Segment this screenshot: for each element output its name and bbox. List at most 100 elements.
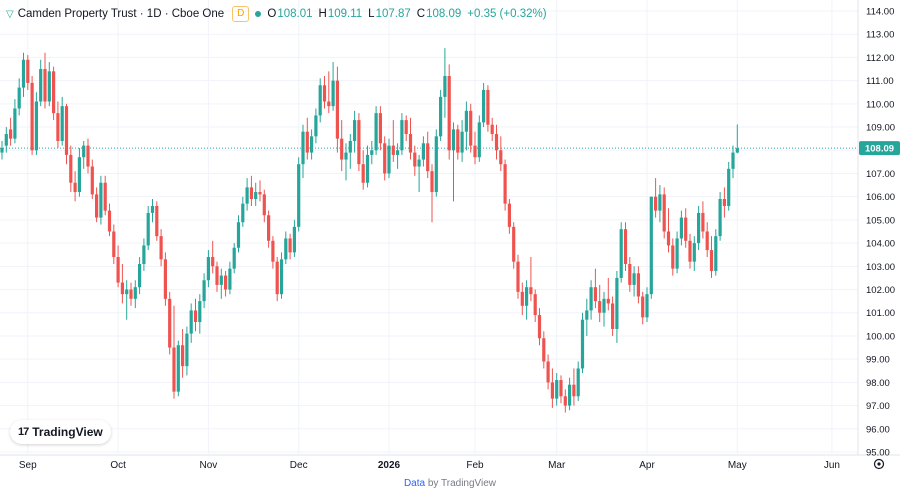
close-value: 108.09 bbox=[426, 8, 462, 20]
candle-body bbox=[82, 145, 86, 158]
candle-body bbox=[434, 136, 438, 193]
data-link[interactable]: Data bbox=[403, 478, 426, 489]
candle-body bbox=[288, 238, 292, 253]
candle-body bbox=[189, 310, 193, 334]
candle-body bbox=[69, 154, 73, 183]
candle-body bbox=[26, 59, 30, 83]
candle-body bbox=[305, 131, 309, 153]
candle-body bbox=[361, 164, 365, 183]
candle-body bbox=[735, 148, 739, 153]
candle-body bbox=[697, 212, 701, 244]
y-tick-label: 109.00 bbox=[866, 123, 895, 134]
candle-body bbox=[439, 96, 443, 137]
candle-body bbox=[636, 273, 640, 297]
candle-body bbox=[628, 263, 632, 285]
candle-body bbox=[585, 310, 589, 320]
candle-body bbox=[533, 294, 537, 316]
candle-body bbox=[107, 210, 112, 232]
candle-body bbox=[219, 275, 223, 285]
candle-body bbox=[146, 212, 150, 246]
change-value: +0.35 (+0.32%) bbox=[467, 8, 547, 20]
candle-body bbox=[245, 187, 249, 204]
gear-icon-hub bbox=[877, 462, 881, 466]
candle-body bbox=[193, 310, 198, 323]
y-tick-label: 104.00 bbox=[866, 239, 895, 250]
candle-body bbox=[73, 182, 77, 193]
gear-icon[interactable] bbox=[873, 458, 885, 470]
candle-body bbox=[692, 243, 696, 262]
candle-layer bbox=[0, 48, 739, 413]
candle-body bbox=[129, 289, 133, 299]
candle-body bbox=[47, 71, 51, 102]
grid-layer bbox=[0, 0, 900, 456]
status-dot bbox=[255, 11, 262, 17]
candle-body bbox=[460, 131, 464, 153]
candle-body bbox=[598, 301, 602, 313]
candle-body bbox=[404, 120, 408, 135]
open-label: O bbox=[267, 8, 277, 20]
candle-body bbox=[138, 263, 142, 288]
close-label: C bbox=[416, 8, 426, 20]
candle-body bbox=[684, 217, 688, 241]
y-tick-label: 105.00 bbox=[866, 215, 895, 226]
candle-body bbox=[391, 145, 395, 155]
candle-body bbox=[430, 171, 434, 193]
candle-body bbox=[258, 192, 262, 195]
tradingview-logo[interactable]: 17 TradingView bbox=[10, 420, 111, 444]
candle-body bbox=[525, 287, 529, 306]
candle-body bbox=[60, 106, 64, 141]
candle-body bbox=[611, 303, 615, 329]
candle-body bbox=[211, 257, 215, 267]
candle-body bbox=[520, 291, 524, 306]
candle-body bbox=[576, 368, 580, 397]
candle-body bbox=[443, 75, 447, 97]
candle-body bbox=[340, 138, 344, 160]
candle-body bbox=[275, 261, 279, 295]
high-value: 109.11 bbox=[327, 8, 363, 20]
candle-body bbox=[9, 129, 13, 139]
candle-body bbox=[718, 199, 722, 237]
candle-body bbox=[335, 80, 339, 139]
candle-body bbox=[632, 273, 636, 285]
candle-body bbox=[473, 145, 477, 158]
y-tick-label: 96.00 bbox=[866, 424, 890, 435]
x-tick-label: Mar bbox=[548, 460, 566, 471]
candle-body bbox=[658, 194, 662, 211]
chevron-down-icon[interactable]: ▽ bbox=[6, 8, 14, 20]
candle-body bbox=[168, 298, 172, 348]
candle-body bbox=[641, 296, 645, 318]
candle-body bbox=[292, 226, 296, 253]
candle-body bbox=[714, 236, 718, 271]
y-tick-label: 100.00 bbox=[866, 331, 895, 342]
footer-by: by TradingView bbox=[427, 478, 497, 489]
price-axis[interactable]: 114.00 113.00 112.00 111.00 110.00 109.00 108.… bbox=[859, 7, 900, 459]
gear-icon-ring bbox=[873, 458, 885, 470]
candle-body bbox=[52, 71, 56, 114]
candle-body bbox=[185, 333, 189, 367]
candle-body bbox=[421, 143, 425, 160]
x-tick-label: May bbox=[728, 460, 747, 471]
candle-body bbox=[701, 212, 705, 232]
candle-body bbox=[327, 101, 331, 107]
x-tick-label: Sep bbox=[19, 460, 37, 471]
candle-body bbox=[537, 315, 542, 339]
candle-body bbox=[365, 154, 370, 183]
delayed-badge[interactable]: D bbox=[232, 6, 250, 22]
y-tick-label: 97.00 bbox=[866, 401, 890, 412]
y-tick-label: 98.00 bbox=[866, 378, 890, 389]
candle-body bbox=[546, 361, 550, 383]
y-tick-label: 114.00 bbox=[866, 7, 894, 18]
candle-body bbox=[408, 134, 413, 153]
candle-body bbox=[331, 80, 335, 107]
candle-body bbox=[228, 268, 232, 290]
candle-body bbox=[572, 384, 576, 397]
candle-body bbox=[86, 145, 90, 167]
time-axis[interactable]: Sep Oct Nov Dec 2026 Feb Mar Apr May Jun bbox=[19, 458, 885, 472]
candle-body bbox=[413, 152, 417, 167]
symbol-title[interactable]: Camden Property Trust · 1D · Cboe One bbox=[17, 8, 225, 20]
candle-body bbox=[417, 159, 421, 167]
candle-body bbox=[374, 113, 378, 151]
candle-body bbox=[357, 120, 361, 165]
